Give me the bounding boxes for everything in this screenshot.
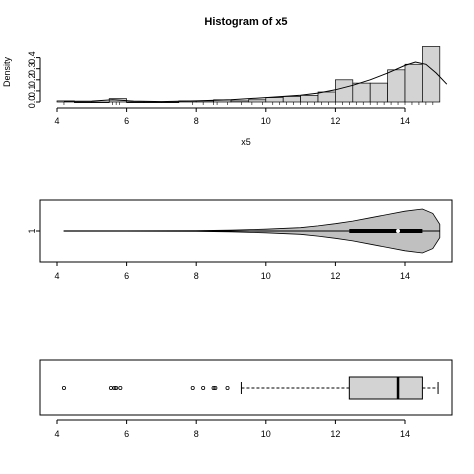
x-tick-label: 6 <box>124 116 129 126</box>
density-curve <box>63 61 448 103</box>
boxplot-outlier-point <box>118 385 123 390</box>
boxplot-box <box>348 376 423 400</box>
histogram-bar <box>91 101 110 103</box>
histogram-bar <box>317 91 336 103</box>
histogram-bar <box>352 82 371 103</box>
boxplot-outliers <box>61 385 230 390</box>
x-tick-label: 8 <box>194 116 199 126</box>
violin-x-axis: 4 6 8 10 12 14 <box>54 261 410 281</box>
histogram-bar <box>74 101 93 103</box>
histogram-bar <box>282 96 301 103</box>
violin-x-tick-label: 8 <box>194 271 199 281</box>
histogram-bar <box>387 69 406 103</box>
histogram-bar <box>404 63 423 103</box>
y-axis: 0.00.10.20.30.4 <box>27 51 41 109</box>
histogram-bars <box>56 46 441 103</box>
y-tick-label: 0.0 <box>27 96 37 109</box>
histogram-bar <box>422 46 441 103</box>
boxplot-outlier-point <box>225 385 230 390</box>
boxplot-outlier-point <box>211 385 216 390</box>
histogram-bar <box>369 82 388 103</box>
histogram-bar <box>265 97 284 103</box>
y-axis-label: Density <box>2 56 12 87</box>
boxplot-outlier-point <box>201 385 206 390</box>
x-tick-label: 12 <box>330 116 340 126</box>
violin-panel: 1 4 6 8 10 12 14 <box>27 199 453 281</box>
boxplot-x-tick-label: 10 <box>261 429 271 439</box>
violin-x-tick-label: 14 <box>400 271 410 281</box>
histogram-panel: Histogram of x5 x5 Density 0.00.10.20.30… <box>2 16 448 147</box>
boxplot-x-axis: 4 6 8 10 12 14 <box>54 419 410 439</box>
boxplot-panel: 4 6 8 10 12 14 <box>39 359 453 439</box>
x-tick-label: 14 <box>400 116 410 126</box>
boxplot-x-tick-label: 4 <box>54 429 59 439</box>
boxplot-x-tick-label: 6 <box>124 429 129 439</box>
boxplot-frame <box>39 359 453 416</box>
histogram-bar <box>230 100 249 103</box>
violin-x-tick-label: 10 <box>261 271 271 281</box>
chart-title: Histogram of x5 <box>204 16 287 28</box>
violin-x-tick-label: 12 <box>330 271 340 281</box>
boxplot-outlier-point <box>114 385 119 390</box>
violin-y-tick-label: 1 <box>27 228 37 233</box>
histogram-bar <box>126 101 145 103</box>
histogram-bar <box>248 99 267 103</box>
violin-y-axis: 1 <box>27 228 40 234</box>
histogram-bar <box>300 94 319 103</box>
violin-x-tick-label: 4 <box>54 271 59 281</box>
y-tick-label: 0.3 <box>27 62 37 75</box>
y-tick-label: 0.4 <box>27 51 37 64</box>
boxplot-outlier-point <box>61 385 66 390</box>
violin-x-tick-label: 6 <box>124 271 129 281</box>
boxplot-outlier-point <box>108 385 113 390</box>
boxplot-x-tick-label: 14 <box>400 429 410 439</box>
y-tick-label: 0.1 <box>27 85 37 98</box>
histogram-bar <box>161 101 180 103</box>
histogram-bar <box>143 101 162 103</box>
x-axis: 4 6 8 10 12 14 <box>54 107 410 126</box>
boxplot-outlier-point <box>112 385 117 390</box>
x-axis-label: x5 <box>241 137 251 147</box>
boxplot-x-tick-label: 12 <box>330 429 340 439</box>
rug-marks <box>63 102 434 105</box>
histogram-bar <box>335 79 354 103</box>
boxplot-outlier-point <box>190 385 195 390</box>
y-tick-label: 0.2 <box>27 74 37 87</box>
x-tick-label: 10 <box>261 116 271 126</box>
violin-median-point <box>396 229 401 233</box>
x-tick-label: 4 <box>54 116 59 126</box>
boxplot-outlier-point <box>213 385 218 390</box>
boxplot-x-tick-label: 8 <box>194 429 199 439</box>
